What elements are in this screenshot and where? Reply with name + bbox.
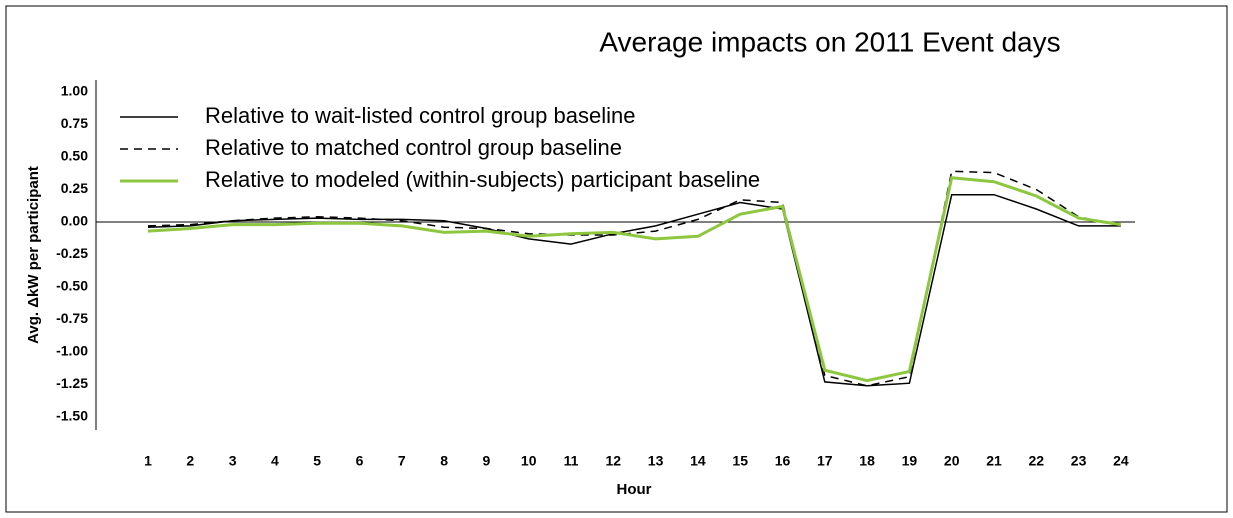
x-tick-label: 4 xyxy=(271,453,279,469)
x-tick-label: 6 xyxy=(356,453,364,469)
series-line xyxy=(147,176,1122,383)
legend-label: Relative to modeled (within-subjects) pa… xyxy=(205,167,760,192)
series-line xyxy=(147,170,1122,387)
y-tick-label: -0.25 xyxy=(56,245,88,261)
y-tick-label: -0.75 xyxy=(56,310,88,326)
frame xyxy=(5,5,1228,513)
y-tick-label: -1.25 xyxy=(56,375,88,391)
y-tick-label: 0.00 xyxy=(61,213,88,229)
x-axis-label: Hour xyxy=(617,481,652,498)
x-tick-label: 18 xyxy=(859,453,875,469)
x-tick-label: 22 xyxy=(1029,453,1045,469)
x-tick-label: 13 xyxy=(648,453,664,469)
x-tick-label: 24 xyxy=(1113,453,1129,469)
y-tick-label: -0.50 xyxy=(56,278,88,294)
x-tick-label: 16 xyxy=(775,453,791,469)
x-tick-label: 11 xyxy=(564,453,579,469)
chart-title: Average impacts on 2011 Event days xyxy=(599,26,1060,57)
legend-label: Relative to wait-listed control group ba… xyxy=(205,103,635,128)
series-line xyxy=(147,193,1121,387)
x-tick-label: 20 xyxy=(944,453,960,469)
x-tick-label: 8 xyxy=(440,453,448,469)
y-tick-label: -1.50 xyxy=(56,408,88,424)
x-tick-label: 9 xyxy=(483,453,491,469)
legend-label: Relative to matched control group baseli… xyxy=(205,135,622,160)
x-tick-label: 14 xyxy=(690,453,706,469)
x-tick-label: 15 xyxy=(732,453,748,469)
x-tick-label: 1 xyxy=(144,453,152,469)
y-tick-label: 0.50 xyxy=(61,148,88,164)
x-tick-label: 5 xyxy=(313,453,321,469)
x-tick-label: 3 xyxy=(229,453,237,469)
y-tick-label: 0.75 xyxy=(61,115,88,131)
y-tick-label: -1.00 xyxy=(56,343,88,359)
y-axis-label: Avg. ΔkW per participant xyxy=(25,166,42,344)
x-tick-label: 12 xyxy=(606,453,622,469)
x-tick-label: 17 xyxy=(817,453,833,469)
x-tick-label: 21 xyxy=(986,453,1002,469)
y-tick-label: 1.00 xyxy=(61,83,88,99)
x-tick-label: 7 xyxy=(398,453,406,469)
x-tick-label: 19 xyxy=(902,453,918,469)
x-tick-label: 2 xyxy=(186,453,194,469)
x-tick-label: 10 xyxy=(521,453,537,469)
y-tick-label: 0.25 xyxy=(61,180,88,196)
x-tick-label: 23 xyxy=(1071,453,1087,469)
